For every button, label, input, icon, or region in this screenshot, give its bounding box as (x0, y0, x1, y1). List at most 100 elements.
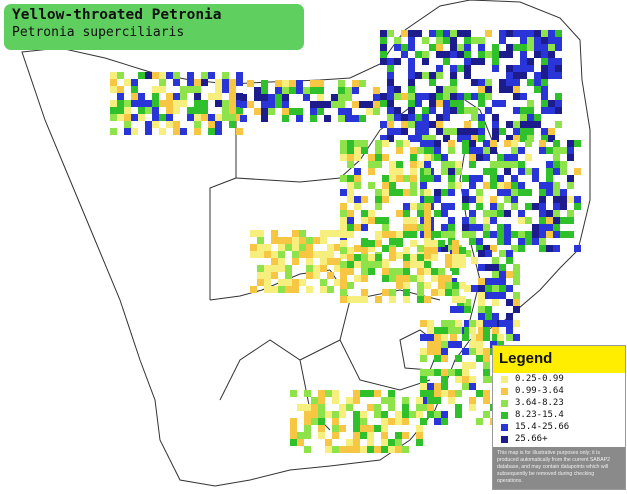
occurrence-cell (361, 247, 368, 254)
occurrence-cell (236, 107, 243, 114)
occurrence-cell (434, 418, 441, 425)
occurrence-cell (448, 390, 455, 397)
occurrence-cell (483, 411, 490, 418)
occurrence-cell (173, 93, 180, 100)
occurrence-cell (403, 275, 410, 282)
occurrence-cell (389, 182, 396, 189)
occurrence-cell (387, 65, 394, 72)
occurrence-cell (194, 107, 201, 114)
occurrence-cell (282, 115, 289, 122)
occurrence-cell (492, 100, 499, 107)
occurrence-cell (375, 254, 382, 261)
occurrence-cell (382, 175, 389, 182)
occurrence-cell (546, 175, 553, 182)
species-common-name: Yellow-throated Petronia (12, 7, 222, 23)
occurrence-cell (462, 189, 469, 196)
legend-swatch (501, 412, 508, 419)
occurrence-cell (485, 313, 492, 320)
occurrence-cell (448, 147, 455, 154)
occurrence-cell (441, 369, 448, 376)
occurrence-cell (403, 261, 410, 268)
occurrence-cell (347, 296, 354, 303)
occurrence-cell (271, 237, 278, 244)
occurrence-cell (401, 30, 408, 37)
occurrence-cell (354, 175, 361, 182)
occurrence-cell (261, 87, 268, 94)
occurrence-cell (317, 80, 324, 87)
occurrence-cell (201, 114, 208, 121)
occurrence-cell (513, 30, 520, 37)
occurrence-cell (382, 182, 389, 189)
occurrence-cell (490, 161, 497, 168)
occurrence-cell (382, 261, 389, 268)
occurrence-cell (567, 196, 574, 203)
occurrence-cell (497, 238, 504, 245)
occurrence-cell (131, 114, 138, 121)
occurrence-cell (497, 154, 504, 161)
occurrence-cell (438, 268, 445, 275)
occurrence-cell (520, 44, 527, 51)
occurrence-cell (492, 327, 499, 334)
occurrence-cell (525, 231, 532, 238)
occurrence-cell (408, 37, 415, 44)
occurrence-cell (443, 114, 450, 121)
occurrence-cell (471, 334, 478, 341)
occurrence-cell (417, 203, 424, 210)
occurrence-cell (354, 261, 361, 268)
occurrence-cell (499, 128, 506, 135)
occurrence-cell (347, 224, 354, 231)
occurrence-cell (434, 348, 441, 355)
occurrence-cell (478, 114, 485, 121)
occurrence-cell (410, 189, 417, 196)
occurrence-cell (353, 390, 360, 397)
occurrence-cell (520, 128, 527, 135)
occurrence-cell (455, 404, 462, 411)
occurrence-cell (222, 114, 229, 121)
occurrence-cell (215, 128, 222, 135)
occurrence-cell (382, 189, 389, 196)
occurrence-cell (145, 128, 152, 135)
occurrence-cell (448, 140, 455, 147)
occurrence-cell (434, 196, 441, 203)
occurrence-cell (318, 397, 325, 404)
occurrence-cell (485, 264, 492, 271)
occurrence-cell (574, 140, 581, 147)
occurrence-cell (420, 196, 427, 203)
occurrence-cell (303, 87, 310, 94)
occurrence-cell (548, 72, 555, 79)
occurrence-cell (548, 37, 555, 44)
occurrence-cell (429, 93, 436, 100)
occurrence-cell (320, 279, 327, 286)
occurrence-cell (347, 182, 354, 189)
occurrence-cell (518, 189, 525, 196)
occurrence-cell (282, 94, 289, 101)
occurrence-cell (313, 237, 320, 244)
occurrence-cell (325, 411, 332, 418)
occurrence-cell (560, 217, 567, 224)
occurrence-cell (403, 231, 410, 238)
occurrence-cell (346, 439, 353, 446)
occurrence-cell (215, 100, 222, 107)
occurrence-cell (389, 254, 396, 261)
occurrence-cell (222, 86, 229, 93)
occurrence-cell (380, 51, 387, 58)
occurrence-cell (368, 240, 375, 247)
occurrence-cell (340, 140, 347, 147)
occurrence-cell (152, 72, 159, 79)
occurrence-cell (208, 93, 215, 100)
occurrence-cell (361, 140, 368, 147)
occurrence-cell (347, 196, 354, 203)
occurrence-cell (415, 135, 422, 142)
occurrence-cell (436, 65, 443, 72)
occurrence-cell (408, 114, 415, 121)
occurrence-cell (375, 203, 382, 210)
occurrence-cell (441, 224, 448, 231)
occurrence-cell (257, 237, 264, 244)
occurrence-cell (483, 154, 490, 161)
occurrence-cell (387, 135, 394, 142)
occurrence-cell (469, 320, 476, 327)
occurrence-cell (424, 282, 431, 289)
occurrence-cell (448, 217, 455, 224)
occurrence-cell (462, 196, 469, 203)
occurrence-cell (541, 107, 548, 114)
